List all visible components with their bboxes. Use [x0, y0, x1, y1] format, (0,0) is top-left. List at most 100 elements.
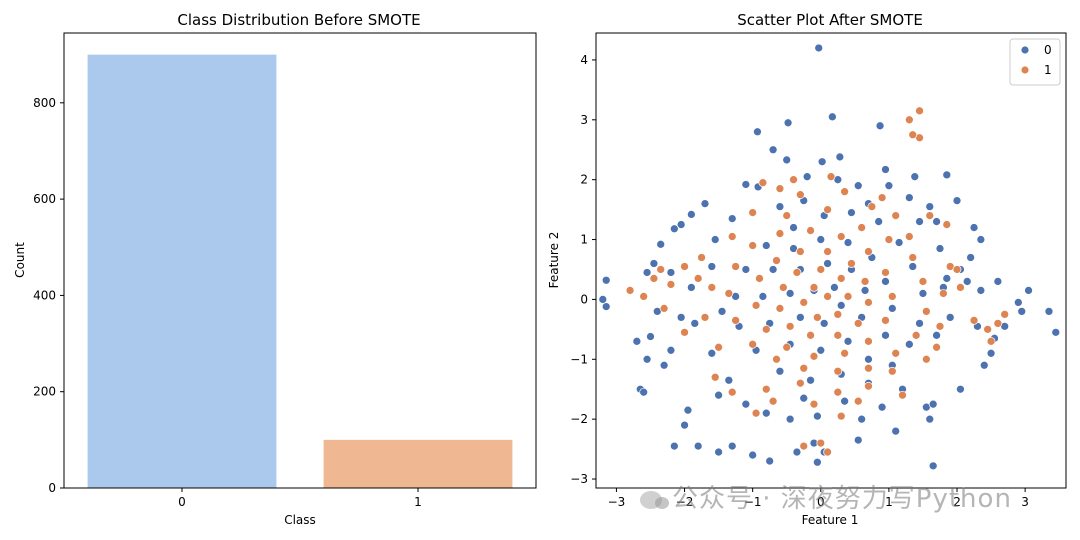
scatter-point-class-1: [833, 366, 843, 376]
scatter-point-class-0: [830, 283, 839, 292]
scatter-point-class-0: [813, 457, 822, 467]
scatter-point-class-1: [799, 363, 809, 373]
scatter-y-tick-label: −2: [570, 412, 588, 426]
scatter-point-class-0: [828, 112, 837, 122]
scatter-point-class-0: [915, 217, 924, 226]
scatter-x-tick-label: −3: [608, 495, 626, 509]
scatter-point-class-0: [646, 332, 655, 341]
scatter-point-class-0: [979, 360, 989, 370]
scatter-point-class-1: [731, 316, 740, 325]
scatter-y-tick-label: 0: [580, 292, 588, 306]
scatter-series-1: [625, 106, 1010, 457]
scatter-point-class-1: [867, 202, 877, 211]
scatter-point-class-0: [908, 262, 918, 271]
scatter-point-class-0: [966, 253, 975, 262]
scatter-point-class-1: [1000, 310, 1010, 319]
scatter-point-class-0: [877, 402, 887, 412]
scatter-series-0: [598, 43, 1061, 471]
bar-x-label: Class: [284, 513, 316, 527]
scatter-point-class-1: [898, 390, 907, 400]
scatter-point-class-0: [642, 354, 652, 364]
scatter-point-class-0: [835, 152, 845, 162]
scatter-point-class-1: [891, 211, 901, 220]
scatter-point-class-1: [857, 223, 867, 232]
scatter-point-class-1: [884, 235, 894, 244]
bar-x-tick-label: 1: [414, 495, 422, 509]
scatter-point-class-1: [908, 130, 918, 140]
scatter-point-class-1: [775, 184, 785, 194]
scatter-point-class-1: [748, 241, 758, 250]
scatter-point-class-0: [753, 127, 762, 137]
scatter-point-class-0: [687, 210, 696, 219]
scatter-point-class-1: [659, 304, 669, 313]
scatter-point-class-1: [925, 211, 935, 220]
scatter-point-class-0: [806, 375, 815, 385]
scatter-point-class-0: [847, 208, 856, 217]
bar-x-tick-label: 0: [178, 495, 186, 509]
scatter-point-class-1: [942, 220, 952, 229]
scatter-point-class-1: [836, 411, 846, 421]
scatter-x-tick-label: 0: [817, 495, 825, 509]
scatter-point-class-1: [727, 387, 737, 397]
scatter-point-class-1: [823, 247, 832, 256]
bar-y-tick-label: 200: [33, 385, 56, 399]
scatter-point-class-1: [768, 396, 778, 406]
scatter-point-class-0: [915, 319, 924, 328]
scatter-point-class-0: [993, 277, 1003, 286]
scatter-point-class-0: [642, 268, 652, 277]
scatter-x-label: Feature 1: [802, 513, 859, 527]
scatter-point-class-0: [986, 348, 996, 358]
scatter-point-class-1: [826, 172, 836, 182]
scatter-point-class-1: [833, 330, 843, 340]
scatter-point-class-1: [847, 259, 856, 268]
scatter-point-class-0: [843, 238, 853, 247]
scatter-plot-frame: [595, 32, 1067, 489]
scatter-point-class-1: [836, 232, 846, 241]
scatter-point-class-0: [792, 447, 802, 457]
scatter-point-class-1: [639, 292, 649, 301]
scatter-point-class-0: [700, 199, 710, 208]
scatter-point-class-0: [823, 259, 832, 268]
scatter-point-class-0: [666, 268, 676, 277]
scatter-point-class-0: [942, 274, 952, 283]
scatter-point-class-1: [714, 342, 723, 352]
scatter-point-class-0: [683, 405, 693, 415]
scatter-point-class-0: [887, 304, 897, 313]
scatter-point-class-0: [881, 277, 890, 286]
scatter-point-class-1: [751, 301, 761, 310]
scatter-point-class-0: [1024, 286, 1033, 295]
bar-chart: Class Distribution Before SMOTE 0 200 400 6…: [13, 11, 537, 527]
scatter-point-class-1: [727, 232, 737, 241]
scatter-point-class-1: [864, 298, 873, 307]
scatter-point-class-0: [785, 414, 795, 424]
scatter-point-class-1: [806, 226, 815, 235]
scatter-point-class-0: [956, 384, 965, 394]
scatter-point-class-0: [768, 145, 778, 155]
scatter-point-class-0: [761, 241, 771, 250]
scatter-point-class-0: [758, 292, 768, 301]
scatter-point-class-1: [840, 348, 849, 358]
scatter-point-class-1: [772, 354, 781, 364]
scatter-point-class-1: [891, 348, 901, 358]
bar-chart-title: Class Distribution Before SMOTE: [177, 11, 420, 29]
scatter-point-class-1: [731, 262, 740, 271]
scatter-point-class-1: [904, 115, 914, 125]
scatter-point-class-0: [853, 435, 863, 445]
scatter-point-class-1: [823, 292, 832, 301]
scatter-x-tick-label: −1: [744, 495, 762, 509]
scatter-point-class-1: [799, 298, 809, 307]
scatter-point-class-0: [748, 450, 758, 460]
scatter-point-class-1: [782, 211, 792, 220]
scatter-point-class-1: [625, 286, 635, 295]
scatter-point-class-1: [782, 342, 792, 352]
scatter-y-axis: −3 −2 −1 0 1 2 3 4: [570, 53, 596, 486]
scatter-point-class-1: [816, 265, 826, 274]
scatter-point-class-0: [601, 302, 611, 311]
scatter-point-class-1: [809, 351, 819, 361]
scatter-point-class-0: [928, 461, 938, 471]
scatter-point-class-0: [639, 387, 649, 397]
scatter-point-class-0: [819, 319, 829, 328]
scatter-x-tick-label: 3: [1021, 495, 1029, 509]
scatter-point-class-0: [816, 235, 826, 244]
scatter-point-class-0: [864, 354, 873, 364]
